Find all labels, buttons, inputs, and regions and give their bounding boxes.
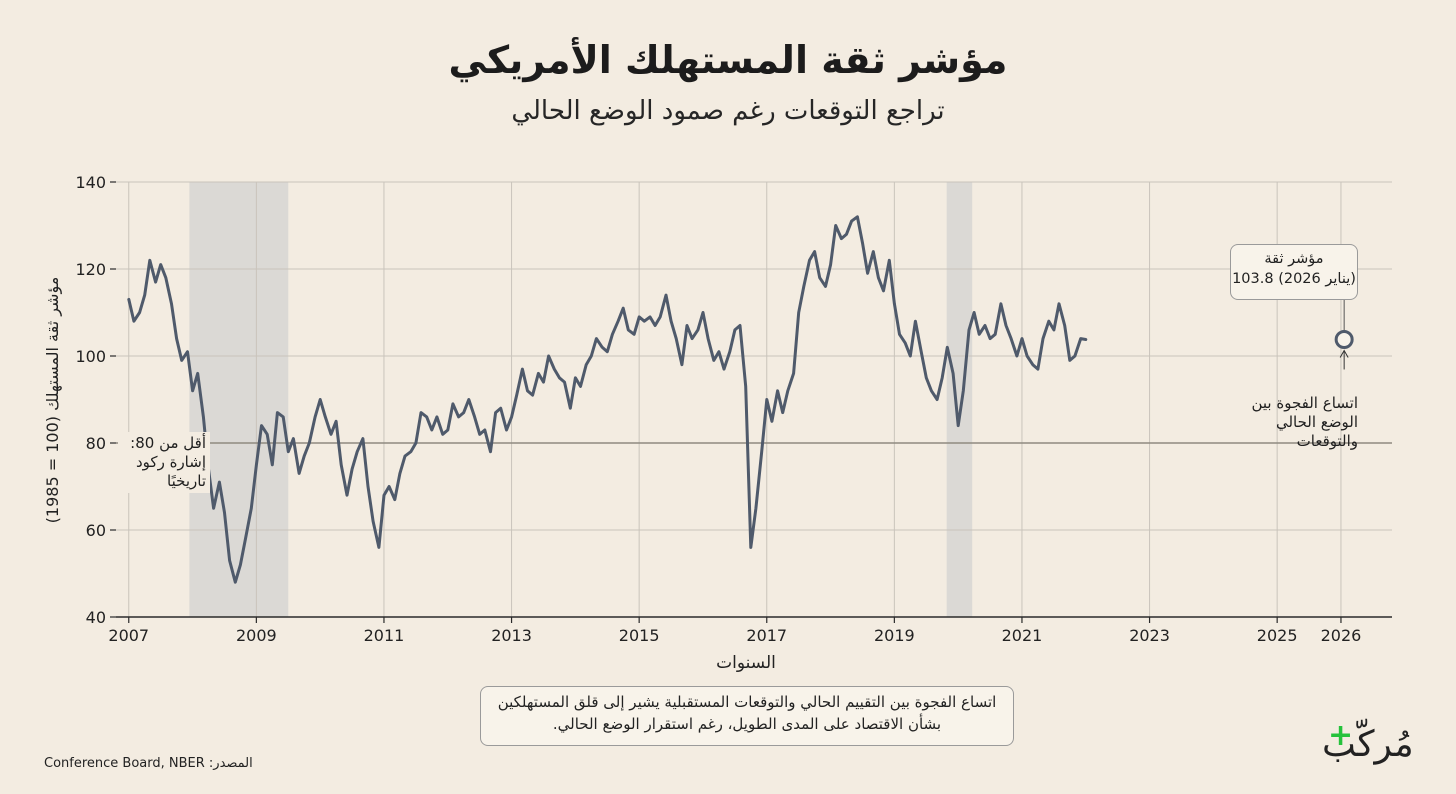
source-text: المصدر: Conference Board, NBER bbox=[44, 756, 253, 771]
x-tick-label-2013: 2013 bbox=[491, 626, 532, 645]
x-tick-label-2023: 2023 bbox=[1129, 626, 1170, 645]
y-tick-label-40: 40 bbox=[86, 608, 106, 627]
x-tick-label-2026: 2026 bbox=[1321, 626, 1362, 645]
grid-lines bbox=[116, 181, 1392, 618]
x-tick-label-2011: 2011 bbox=[364, 626, 405, 645]
y-tick-label-60: 60 bbox=[86, 521, 106, 540]
y-tick-label-120: 120 bbox=[75, 260, 106, 279]
y-axis-label: مؤشر ثقة المستهلك (100 = 1985) bbox=[43, 277, 63, 524]
brand-logo: + مُركّب bbox=[1322, 718, 1414, 778]
recession-band-1 bbox=[189, 182, 289, 617]
gap-arrow-head bbox=[1339, 349, 1349, 358]
x-axis-label: السنوات bbox=[716, 653, 776, 673]
callout-line-1: مؤشر ثقة bbox=[1264, 251, 1324, 267]
y-tick-label-100: 100 bbox=[75, 347, 106, 366]
gap-annotation: اتساع الفجوة بين الوضع الحالي والتوقعات bbox=[1251, 394, 1358, 450]
bottom-note-box: اتساع الفجوة بين التقييم الحالي والتوقعا… bbox=[480, 686, 1014, 746]
x-tick-labels: 2007 2009 2011 2013 2015 2017 2019 2021 2023 2025… bbox=[108, 626, 1361, 645]
latest-point-marker bbox=[1334, 329, 1354, 349]
series-lines bbox=[127, 215, 1088, 584]
axes bbox=[110, 181, 1392, 623]
x-tick-label-2017: 2017 bbox=[746, 626, 787, 645]
recession-bands bbox=[189, 182, 973, 617]
chart-subtitle: تراجع التوقعات رغم صمود الوضع الحالي bbox=[511, 96, 945, 126]
series-line-1 bbox=[127, 215, 1088, 584]
x-tick-label-2007: 2007 bbox=[108, 626, 149, 645]
x-tick-label-2019: 2019 bbox=[874, 626, 915, 645]
logo-text: مُركّب bbox=[1322, 724, 1414, 765]
x-tick-label-2009: 2009 bbox=[236, 626, 277, 645]
x-tick-label-2015: 2015 bbox=[619, 626, 660, 645]
highlight-marker bbox=[1334, 296, 1354, 370]
callout-line-2: 103.8 (يناير 2026) bbox=[1232, 271, 1356, 287]
y-tick-labels: 40 60 80 100 120 140 bbox=[75, 173, 106, 627]
low-threshold-annotation: أقل من 80: إشارة ركود تاريخيًا bbox=[118, 432, 210, 493]
plus-icon: + bbox=[1328, 718, 1354, 753]
latest-value-callout: مؤشر ثقة 103.8 (يناير 2026) bbox=[1230, 244, 1358, 300]
bottom-note-text: اتساع الفجوة بين التقييم الحالي والتوقعا… bbox=[497, 693, 997, 733]
y-tick-label-80: 80 bbox=[86, 434, 106, 453]
y-tick-label-140: 140 bbox=[75, 173, 106, 192]
recession-band-2 bbox=[946, 182, 973, 617]
x-tick-label-2025: 2025 bbox=[1257, 626, 1298, 645]
chart-title: مؤشر ثقة المستهلك الأمريكي bbox=[448, 38, 1008, 82]
x-tick-label-2021: 2021 bbox=[1002, 626, 1043, 645]
